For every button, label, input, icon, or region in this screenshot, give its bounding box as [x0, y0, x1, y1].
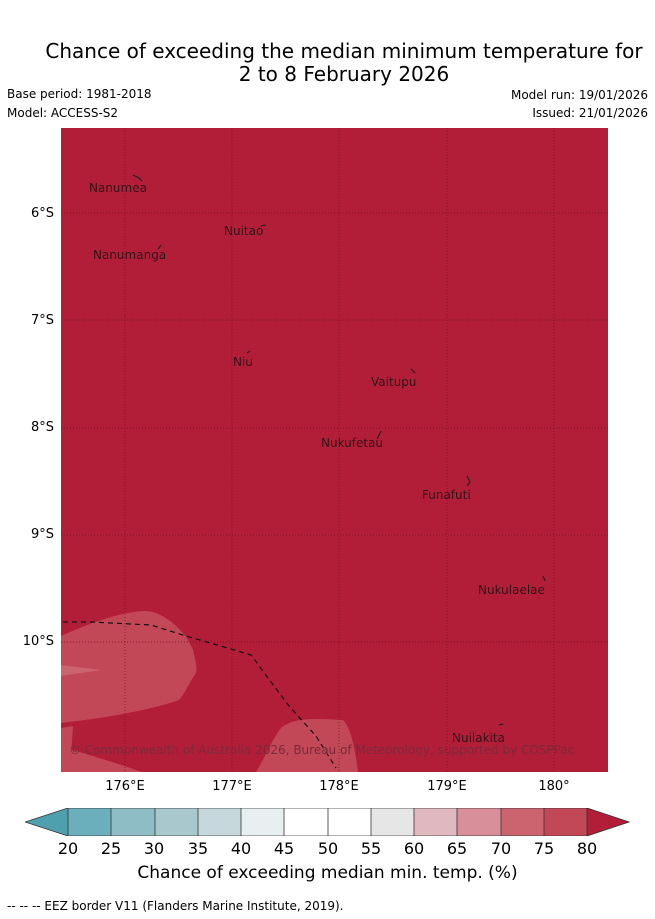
lon-label-177e: 177°E: [212, 779, 252, 794]
colorbar-bin: [155, 808, 198, 836]
island-niu: [246, 350, 251, 354]
colorbar-tick: 30: [143, 839, 165, 858]
eez-legend-footer: -- -- -- EEZ border V11 (Flanders Marine…: [7, 899, 344, 913]
colorbar-bin: [371, 808, 414, 836]
lon-label-179e: 179°E: [427, 779, 467, 794]
colorbar-bin: [111, 808, 155, 836]
place-label: Niu: [233, 355, 253, 369]
colorbar-tick: 80: [576, 839, 598, 858]
colorbar-extend-low: [25, 808, 68, 836]
island-nukulaelae: [542, 575, 546, 582]
colorbar-tick: 70: [490, 839, 512, 858]
colorbar-bin: [414, 808, 457, 836]
place-label: Vaitupu: [371, 375, 417, 389]
model-run: Model run: 19/01/2026: [510, 88, 648, 102]
place-label: Nanumanga: [93, 248, 166, 262]
place-label: Nukufetau: [321, 436, 383, 450]
lat-label-9s: 9°S: [30, 527, 54, 542]
island-nanumanga: [157, 244, 162, 250]
shade-region-75-80-south: [61, 746, 141, 772]
lat-label-7s: 7°S: [30, 313, 54, 328]
lat-label-10s: 10°S: [22, 634, 54, 649]
shade-region-75-80-south-center: [256, 718, 358, 772]
colorbar-bin: [501, 808, 544, 836]
island-nuitao: [260, 224, 267, 227]
model-name: Model: ACCESS-S2: [7, 106, 119, 120]
colorbar-extend-high: [587, 808, 629, 836]
shade-region-70-75: [61, 665, 101, 676]
lon-label-180: 180°: [538, 779, 570, 794]
title-line-2: 2 to 8 February 2026: [238, 62, 450, 86]
colorbar-bin: [544, 808, 587, 836]
colorbar-tick: 35: [187, 839, 209, 858]
colorbar-bin: [198, 808, 241, 836]
colorbar-tick: 45: [273, 839, 295, 858]
graticule: [61, 128, 608, 772]
island-nukufetau: [376, 430, 382, 440]
island-nuilakita: [498, 723, 504, 726]
colorbar-bin: [241, 808, 284, 836]
place-label: Nanumea: [89, 181, 147, 195]
colorbar-tick: 65: [446, 839, 468, 858]
base-period: Base period: 1981-2018: [7, 87, 152, 101]
map-title: Chance of exceeding the median minimum t…: [0, 40, 655, 86]
title-line-1: Chance of exceeding the median minimum t…: [45, 39, 643, 63]
issued-date: Issued: 21/01/2026: [532, 106, 648, 120]
place-label: Nukulaelae: [478, 583, 545, 597]
copyright-notice: © Commonwealth of Australia 2026, Bureau…: [69, 743, 574, 757]
place-labels: Nanumea Nuitao Nanumanga Niu Vaitupu Nuk…: [89, 181, 545, 745]
colorbar-bin: [284, 808, 371, 836]
colorbar-tick: 50: [317, 839, 339, 858]
place-label: Nuitao: [224, 224, 263, 238]
colorbar-tick: 55: [360, 839, 382, 858]
colorbar-bin: [68, 808, 111, 836]
map-panel: Nanumea Nuitao Nanumanga Niu Vaitupu Nuk…: [61, 128, 608, 772]
lat-label-8s: 8°S: [30, 420, 54, 435]
lon-label-176e: 176°E: [105, 779, 145, 794]
island-vaitupu: [410, 368, 416, 374]
island-funafuti: [466, 475, 471, 487]
island-outlines: [132, 174, 546, 726]
lat-label-6s: 6°S: [30, 206, 54, 221]
colorbar-bin: [457, 808, 501, 836]
island-nanumea: [132, 174, 143, 182]
colorbar-dividers: [25, 808, 630, 836]
colorbar-tick: 20: [57, 839, 79, 858]
colorbar-tick: 25: [100, 839, 122, 858]
colorbar-tick: 60: [403, 839, 425, 858]
colorbar: [25, 808, 630, 836]
colorbar-title: Chance of exceeding median min. temp. (%…: [137, 863, 518, 883]
place-label: Nuilakita: [452, 731, 505, 745]
lon-label-178e: 178°E: [319, 779, 359, 794]
eez-border: [63, 621, 337, 769]
place-label: Funafuti: [422, 488, 471, 502]
colorbar-tick: 40: [230, 839, 252, 858]
shade-region-75-80-west: [61, 611, 197, 723]
colorbar-tick: 75: [533, 839, 555, 858]
